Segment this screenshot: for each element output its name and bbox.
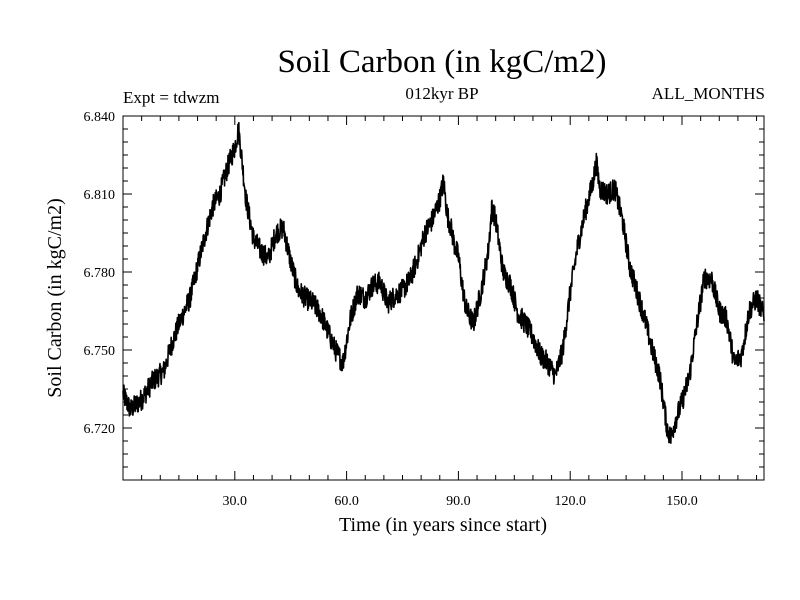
x-tick-label: 150.0 — [666, 494, 698, 509]
y-tick-label: 6.780 — [84, 266, 116, 281]
x-tick-label: 120.0 — [554, 494, 586, 509]
experiment-label: Expt = tdwzm — [123, 88, 220, 107]
x-tick-label: 90.0 — [446, 494, 471, 509]
x-tick-label: 60.0 — [334, 494, 359, 509]
y-tick-label: 6.840 — [84, 110, 116, 125]
x-tick-label: 30.0 — [223, 494, 248, 509]
tick-labels: 30.0 60.0 90.0 120.0 150.0 6.720 6.750 6.780 6.8… — [84, 110, 698, 509]
chart-title: Soil Carbon (in kgC/m2) — [277, 44, 607, 80]
period-label: ALL_MONTHS — [651, 84, 765, 103]
x-axis-label: Time (in years since start) — [339, 514, 547, 536]
y-axis-label: Soil Carbon (in kgC/m2) — [44, 198, 66, 397]
y-tick-label: 6.750 — [84, 344, 116, 359]
y-tick-label: 6.810 — [84, 188, 116, 203]
y-tick-label: 6.720 — [84, 422, 116, 437]
chart-subtitle: 012kyr BP — [405, 84, 479, 103]
series-line-soil-carbon — [122, 121, 765, 444]
